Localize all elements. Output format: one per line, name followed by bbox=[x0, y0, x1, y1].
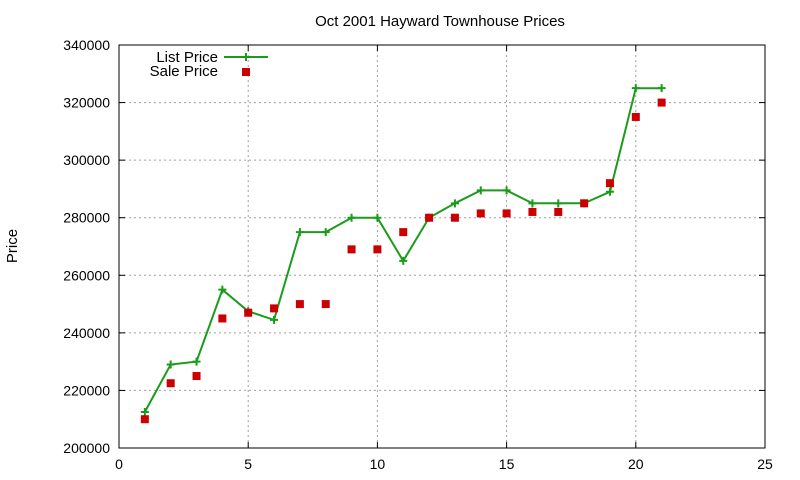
plot-frame bbox=[118, 44, 766, 449]
list-price-point bbox=[218, 285, 227, 294]
y-tick-label: 240000 bbox=[63, 325, 110, 341]
sale-price-point bbox=[528, 207, 537, 216]
list-price-point bbox=[605, 187, 614, 196]
sale-price-point bbox=[347, 245, 356, 254]
legend-label-list-price: List Price bbox=[156, 49, 218, 66]
chart-title: Oct 2001 Hayward Townhouse Prices bbox=[315, 13, 565, 30]
list-price-point bbox=[373, 213, 382, 222]
list-price-point bbox=[399, 256, 408, 265]
legend-marker-list-price bbox=[242, 53, 250, 61]
list-price-point bbox=[476, 186, 485, 195]
x-tick-label: 20 bbox=[628, 456, 644, 472]
legend-sample-sale-price bbox=[242, 68, 250, 76]
legend-marker-sale-price bbox=[242, 68, 250, 76]
sale-price-point bbox=[450, 213, 459, 222]
y-tick-label: 280000 bbox=[63, 210, 110, 226]
list-price-point bbox=[321, 228, 330, 237]
y-tick-label: 200000 bbox=[63, 440, 110, 456]
y-axis-label: Price bbox=[4, 229, 21, 263]
list-price-point bbox=[347, 213, 356, 222]
list-price-point bbox=[450, 199, 459, 208]
tick-labels: 0 5 10 15 20 25 200000 220000 240000 260000 280000… bbox=[63, 37, 773, 472]
list-price-point bbox=[502, 186, 511, 195]
list-price-point bbox=[270, 315, 279, 324]
sale-price-point bbox=[476, 209, 485, 218]
sale-price-point bbox=[166, 379, 175, 388]
sale-price-point bbox=[657, 98, 666, 107]
x-tick-label: 15 bbox=[499, 456, 515, 472]
list-price-point bbox=[295, 228, 304, 237]
x-tick-label: 0 bbox=[115, 456, 123, 472]
sale-price-point bbox=[244, 308, 253, 317]
list-price-point bbox=[554, 199, 563, 208]
sale-price-point bbox=[425, 213, 434, 222]
sale-price-point bbox=[554, 207, 563, 216]
axis-ticks bbox=[118, 44, 766, 449]
list-price-point bbox=[657, 84, 666, 93]
sale-price-point bbox=[270, 304, 279, 313]
sale-price-point bbox=[399, 228, 408, 237]
sale-price-point bbox=[605, 179, 614, 188]
x-tick-label: 25 bbox=[757, 456, 773, 472]
list-price-line bbox=[143, 87, 662, 413]
list-price-point bbox=[631, 84, 640, 93]
list-price-point bbox=[166, 360, 175, 369]
x-tick-label: 5 bbox=[244, 456, 252, 472]
legend-sample-list-price bbox=[224, 53, 268, 61]
sale-price-point bbox=[218, 314, 227, 323]
sale-price-point bbox=[295, 300, 304, 309]
sale-price-point bbox=[140, 415, 149, 424]
legend-label-sale-price: Sale Price bbox=[150, 63, 218, 80]
sale-price-point bbox=[631, 112, 640, 121]
sale-price-point bbox=[192, 372, 201, 381]
x-tick-label: 10 bbox=[370, 456, 386, 472]
y-tick-label: 260000 bbox=[63, 267, 110, 283]
y-tick-label: 300000 bbox=[63, 152, 110, 168]
grid bbox=[119, 45, 765, 448]
sale-price-point bbox=[373, 245, 382, 254]
sale-price-point bbox=[502, 209, 511, 218]
sale-price-point bbox=[580, 199, 589, 208]
list-price-point bbox=[528, 199, 537, 208]
legend: List Price Sale Price bbox=[150, 49, 268, 80]
list-price-point bbox=[192, 357, 201, 366]
list-price-point bbox=[140, 408, 149, 417]
sale-price-point bbox=[321, 300, 330, 309]
y-tick-label: 320000 bbox=[63, 95, 110, 111]
plot-series bbox=[140, 84, 666, 424]
y-tick-label: 220000 bbox=[63, 382, 110, 398]
y-tick-label: 340000 bbox=[63, 37, 110, 53]
